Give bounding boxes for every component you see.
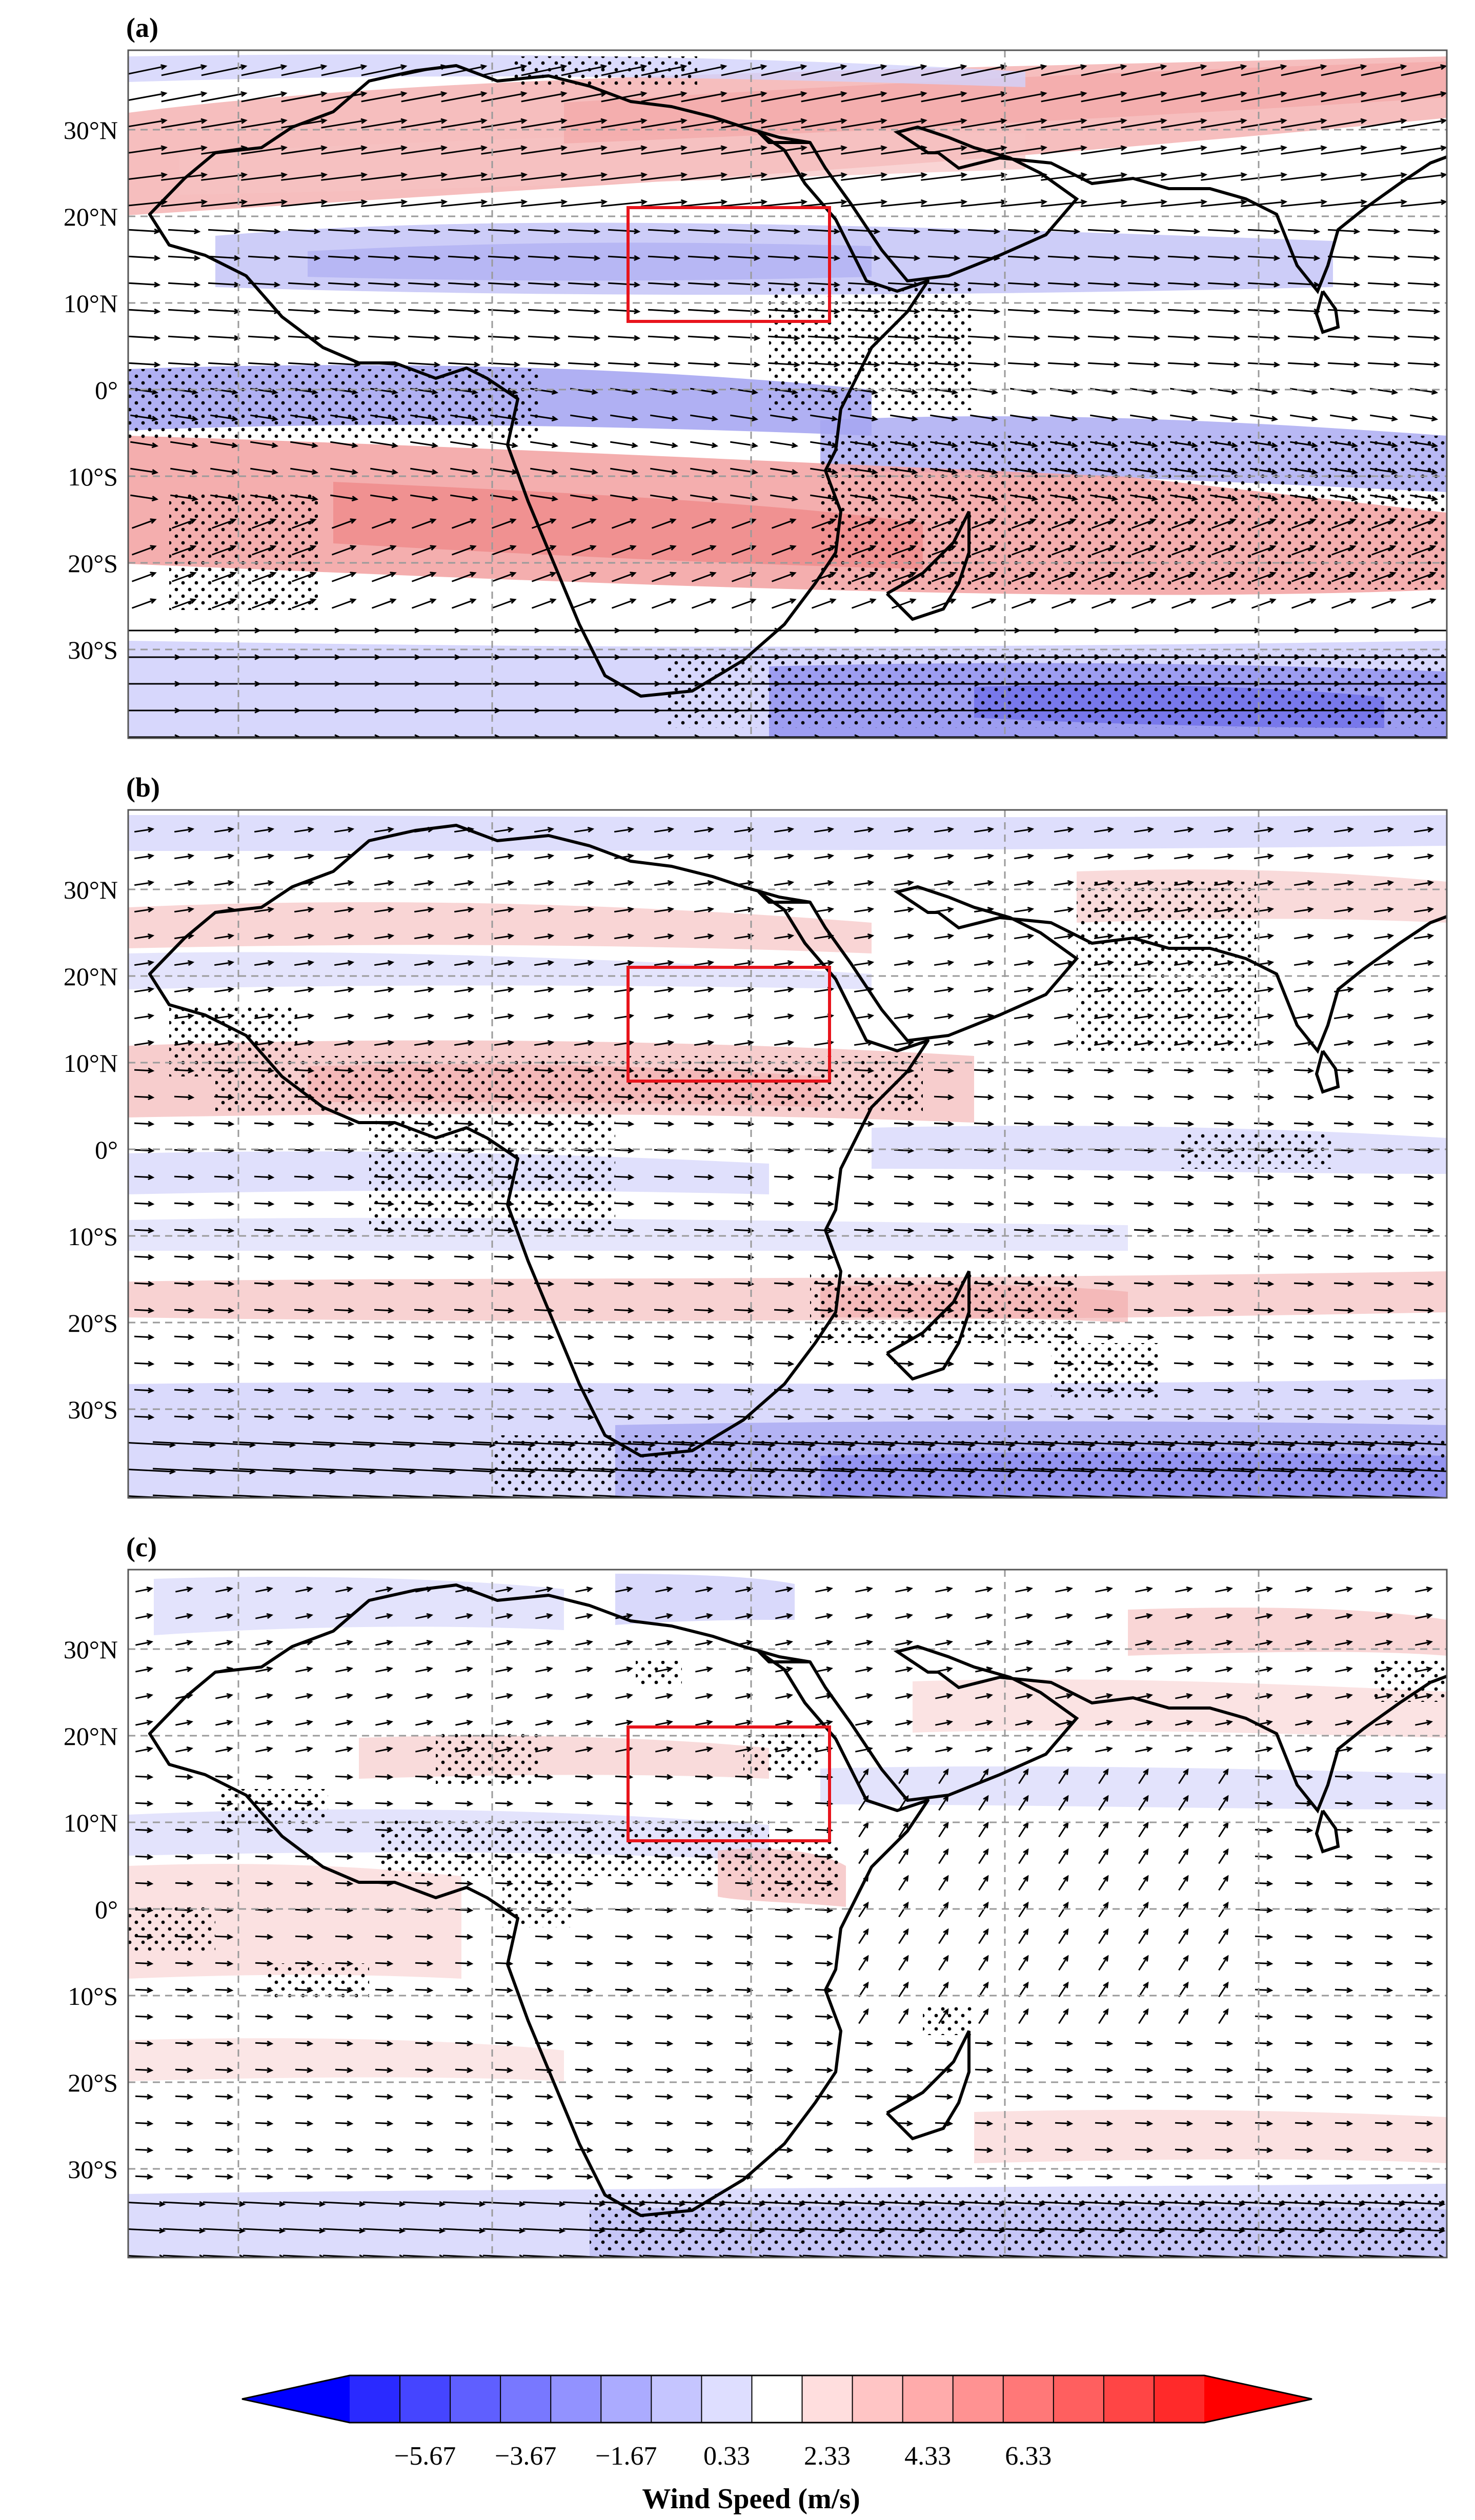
colorbar-swatch — [500, 2375, 551, 2423]
coastline-arabia-c — [809, 1644, 1447, 1814]
lat-labels-a: 30°N 20°N 10°N 0° 10°S 20°S 30°S — [64, 116, 118, 664]
map-frame-c — [127, 1569, 1448, 2259]
study-box-a — [627, 206, 831, 323]
study-box-c — [627, 1725, 831, 1842]
coastline-b — [148, 824, 930, 1457]
coastline-madagascar-b — [885, 1270, 971, 1381]
lat-label: 30°S — [68, 636, 118, 664]
lat-label: 10°N — [64, 1808, 118, 1837]
coastline-c — [148, 1583, 930, 2217]
coastline-arabia-a — [809, 125, 1447, 294]
colorbar-swatch — [1103, 2375, 1155, 2423]
panel-label-b: (b) — [126, 772, 160, 803]
lat-label: 10°N — [64, 289, 118, 318]
wind-vectors-a — [128, 64, 1447, 738]
colorbar-swatch — [450, 2375, 501, 2423]
lat-label: 30°N — [64, 876, 118, 904]
colorbar-swatches — [242, 2375, 1312, 2423]
coastline-madagascar-c — [885, 2030, 971, 2141]
colorbar-title: Wind Speed (m/s) — [642, 2483, 860, 2515]
lat-label: 10°N — [64, 1049, 118, 1078]
colorbar-swatch — [651, 2375, 702, 2423]
colorbar-ticks: −5.67 −3.67 −1.67 0.33 2.33 4.33 6.33 — [394, 2442, 1052, 2471]
colorbar-swatch — [1003, 2375, 1054, 2423]
colorbar-tick-label: 4.33 — [904, 2442, 951, 2471]
colorbar-swatch — [1154, 2375, 1205, 2423]
stippling-c — [128, 1661, 1447, 2250]
colorbar-swatch — [752, 2375, 803, 2423]
colorbar-tick-label: −3.67 — [495, 2442, 556, 2471]
lat-label: 0° — [95, 376, 118, 404]
gridlines-a — [128, 50, 1447, 738]
colorbar-swatch — [1053, 2375, 1104, 2423]
coastline-madagascar-a — [885, 511, 971, 621]
panel-b: (b) — [64, 772, 1448, 1499]
coastline-a — [148, 64, 930, 698]
lat-label: 30°S — [68, 2155, 118, 2184]
map-area-c — [128, 1570, 1447, 2258]
lat-label: 30°N — [64, 1635, 118, 1664]
panel-label-c: (c) — [126, 1532, 157, 1562]
lat-label: 20°S — [68, 1309, 118, 1337]
colorbar-tick-label: 0.33 — [703, 2442, 750, 2471]
lat-labels-b: 30°N 20°N 10°N 0° 10°S 20°S 30°S — [64, 876, 118, 1424]
colorbar: −5.67 −3.67 −1.67 0.33 2.33 4.33 6.33 Wind Spe… — [241, 2374, 1312, 2515]
wind-vectors-c — [128, 1586, 1446, 2258]
colorbar-swatch — [601, 2375, 652, 2423]
coastline-srilanka-c — [1315, 1810, 1340, 1854]
lat-label: 20°S — [68, 2068, 118, 2097]
gridlines-b — [128, 810, 1447, 1498]
panel-a: (a) — [64, 12, 1448, 739]
lat-label: 30°N — [64, 116, 118, 145]
panel-label-a: (a) — [126, 12, 158, 43]
colorbar-tick-label: −5.67 — [394, 2442, 456, 2471]
panel-c: (c) — [64, 1532, 1448, 2259]
gridlines-c — [128, 1570, 1447, 2258]
wind-vectors-b — [128, 826, 1447, 1498]
lat-label: 20°N — [64, 962, 118, 991]
lat-label: 0° — [95, 1135, 118, 1164]
lat-label: 10°S — [68, 462, 118, 491]
lat-label: 20°N — [64, 202, 118, 231]
colorbar-tick-label: 2.33 — [804, 2442, 851, 2471]
coastline-srilanka-b — [1315, 1050, 1340, 1094]
colorbar-swatch — [701, 2375, 753, 2423]
lat-label: 0° — [95, 1895, 118, 1924]
colorbar-swatch — [953, 2375, 1004, 2423]
stippling-a — [128, 56, 1447, 728]
map-frame-b — [127, 809, 1448, 1499]
colorbar-tick-label: −1.67 — [595, 2442, 657, 2471]
colorbar-swatch — [852, 2375, 903, 2423]
lat-label: 20°S — [68, 549, 118, 578]
study-box-b — [627, 966, 831, 1083]
lat-label: 10°S — [68, 1222, 118, 1251]
coastline-arabia-b — [809, 885, 1447, 1054]
map-area-b — [128, 810, 1447, 1498]
map-frame-a — [127, 49, 1448, 739]
colorbar-swatch — [802, 2375, 853, 2423]
colorbar-swatch — [551, 2375, 601, 2423]
colorbar-tick-label: 6.33 — [1005, 2442, 1052, 2471]
colorbar-swatch — [1204, 2375, 1312, 2423]
lat-labels-c: 30°N 20°N 10°N 0° 10°S 20°S 30°S — [64, 1635, 118, 2184]
lat-label: 10°S — [68, 1982, 118, 2010]
lat-label: 30°S — [68, 1395, 118, 1424]
colorbar-swatch — [242, 2375, 350, 2423]
colorbar-swatch — [350, 2375, 400, 2423]
lat-label: 20°N — [64, 1722, 118, 1751]
colorbar-frame — [241, 2374, 1312, 2424]
map-area-a — [128, 50, 1447, 738]
colorbar-swatch — [902, 2375, 954, 2423]
colorbar-swatch — [400, 2375, 451, 2423]
coastline-srilanka-a — [1315, 290, 1340, 334]
